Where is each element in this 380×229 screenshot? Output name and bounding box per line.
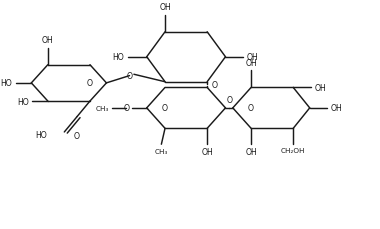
Text: O: O (127, 72, 133, 81)
Text: O: O (87, 79, 93, 88)
Text: OH: OH (247, 53, 258, 62)
Text: OH: OH (201, 147, 213, 156)
Text: O: O (212, 81, 218, 90)
Text: HO: HO (17, 97, 29, 106)
Text: HO: HO (112, 53, 124, 62)
Text: HO: HO (0, 79, 12, 88)
Text: CH₃: CH₃ (155, 148, 168, 154)
Text: O: O (248, 104, 254, 113)
Text: OH: OH (245, 58, 257, 67)
Text: OH: OH (315, 84, 326, 93)
Text: CH₃: CH₃ (95, 105, 109, 111)
Text: O: O (226, 95, 232, 104)
Text: O: O (123, 104, 129, 113)
Text: OH: OH (159, 3, 171, 12)
Text: OH: OH (42, 36, 54, 45)
Text: O: O (162, 104, 168, 113)
Text: HO: HO (35, 130, 47, 139)
Text: CH₂OH: CH₂OH (281, 147, 306, 153)
Text: OH: OH (331, 104, 343, 113)
Text: OH: OH (245, 147, 257, 156)
Text: O: O (73, 131, 79, 140)
